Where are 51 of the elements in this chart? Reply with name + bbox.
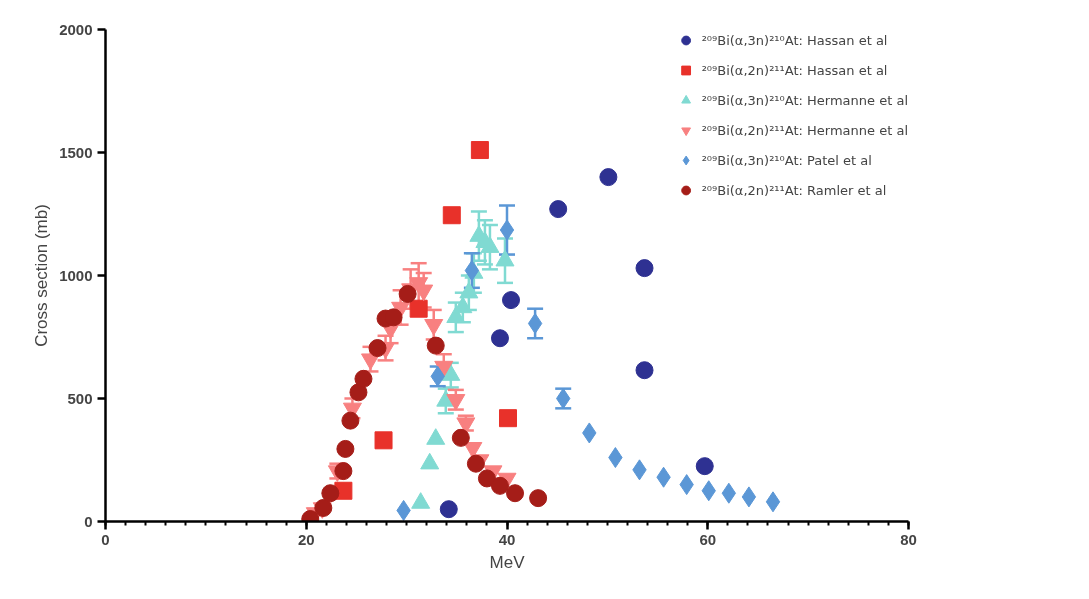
x-tick-label: 20 <box>297 530 315 548</box>
point <box>398 284 417 303</box>
y-tick-label: 1000 <box>59 266 93 284</box>
point <box>336 439 355 458</box>
point <box>499 219 515 241</box>
legend-label: ²⁰⁹Bi(α,2n)²¹¹At: Ramler et al <box>701 182 887 198</box>
point <box>490 329 509 348</box>
x-tick-label: 40 <box>498 530 516 548</box>
legend-label: ²⁰⁹Bi(α,3n)²¹⁰At: Hassan et al <box>701 32 888 48</box>
point <box>374 431 393 450</box>
point <box>477 469 496 488</box>
x-axis-title: MeV <box>489 552 526 572</box>
point <box>502 291 521 310</box>
point <box>368 339 387 358</box>
point <box>321 484 340 503</box>
point <box>527 312 543 334</box>
x-tick-label: 0 <box>101 530 110 548</box>
point <box>426 336 445 355</box>
y-tick-label: 500 <box>67 389 93 407</box>
point <box>470 141 489 160</box>
point <box>506 484 525 503</box>
legend-label: ²⁰⁹Bi(α,2n)²¹¹At: Hermanne et al <box>701 122 908 138</box>
point <box>439 500 458 519</box>
y-tick-label: 2000 <box>59 20 93 38</box>
point <box>466 454 485 473</box>
legend-label: ²⁰⁹Bi(α,3n)²¹⁰At: Hermanne et al <box>701 92 908 108</box>
point <box>599 168 618 187</box>
point <box>464 260 480 282</box>
legend-label: ²⁰⁹Bi(α,3n)²¹⁰At: Patel et al <box>701 152 872 168</box>
point <box>499 409 517 428</box>
y-tick-label: 0 <box>84 512 93 530</box>
point <box>334 462 353 481</box>
point <box>635 259 654 278</box>
point <box>314 498 333 517</box>
point <box>442 206 461 225</box>
point <box>635 361 654 380</box>
point <box>451 428 470 447</box>
point <box>549 200 568 219</box>
point <box>341 411 360 430</box>
x-tick-label: 80 <box>900 530 917 548</box>
point <box>490 476 509 495</box>
y-tick-label: 1500 <box>59 143 93 161</box>
point <box>354 369 373 388</box>
legend-label: ²⁰⁹Bi(α,2n)²¹¹At: Hassan et al <box>701 62 888 78</box>
point <box>529 489 548 508</box>
point <box>741 486 757 508</box>
x-tick-label: 60 <box>699 530 717 548</box>
point <box>409 299 428 318</box>
point <box>765 491 781 513</box>
point <box>695 457 714 476</box>
y-axis-title: Cross section (mb) <box>32 204 52 347</box>
